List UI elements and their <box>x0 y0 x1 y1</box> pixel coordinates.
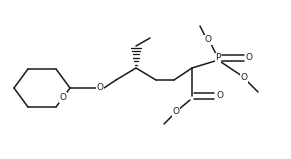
Text: O: O <box>205 35 212 45</box>
Text: P: P <box>215 53 221 62</box>
Text: O: O <box>59 93 67 102</box>
Text: O: O <box>173 107 180 117</box>
Text: O: O <box>246 53 253 62</box>
Text: O: O <box>217 91 223 100</box>
Text: O: O <box>97 83 104 93</box>
Text: O: O <box>240 73 248 83</box>
